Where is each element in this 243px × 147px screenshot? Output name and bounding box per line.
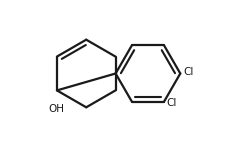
Text: Cl: Cl	[167, 98, 177, 108]
Text: OH: OH	[48, 104, 64, 114]
Text: Cl: Cl	[183, 67, 193, 77]
